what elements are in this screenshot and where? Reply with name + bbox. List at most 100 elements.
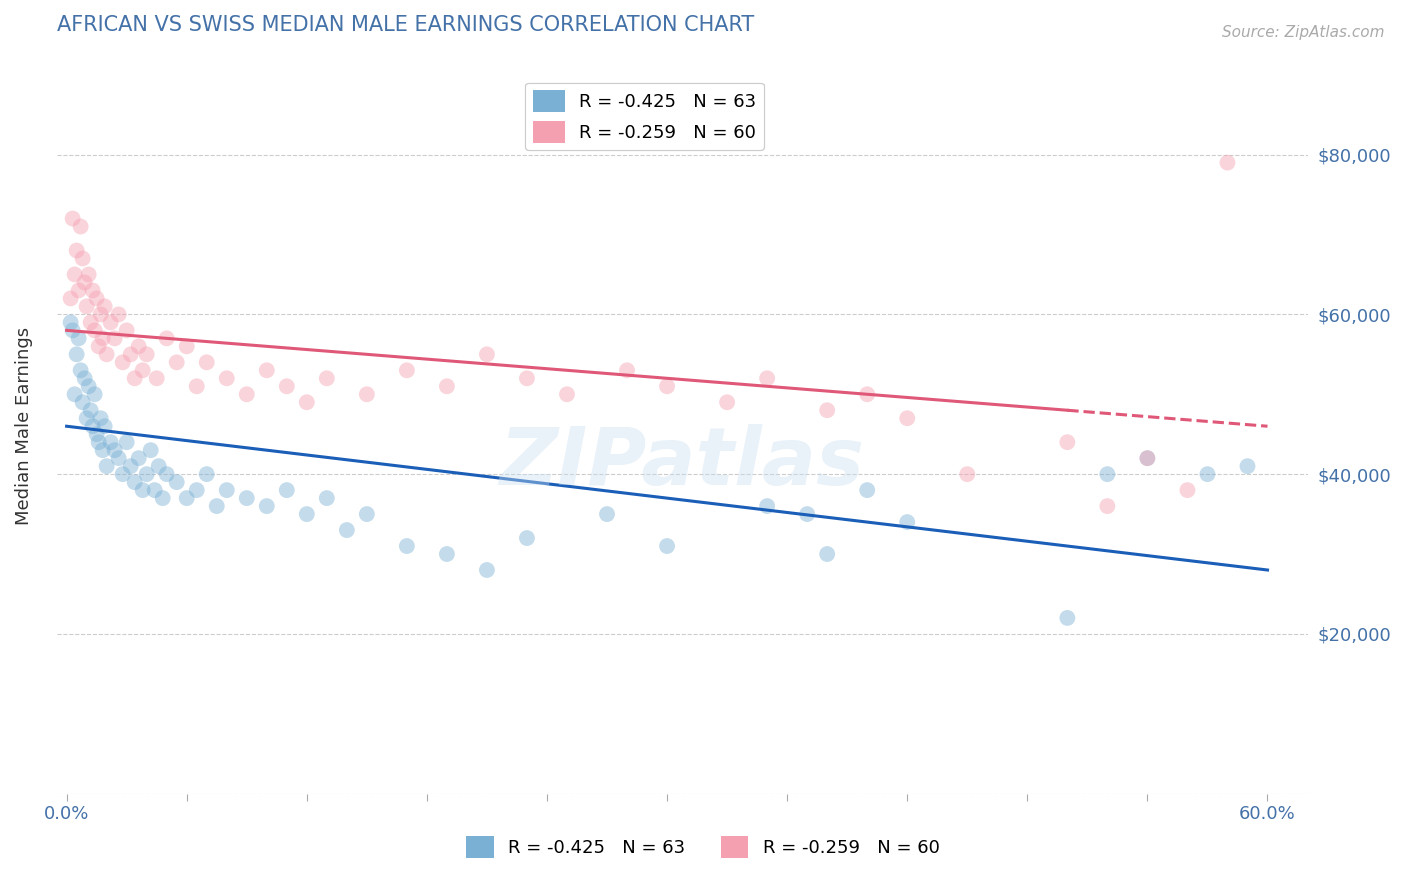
Point — [135, 467, 157, 482]
Point — [148, 459, 170, 474]
Point — [93, 419, 115, 434]
Point — [1097, 499, 1119, 513]
Point — [82, 284, 104, 298]
Point — [90, 411, 112, 425]
Point — [82, 419, 104, 434]
Point — [315, 491, 337, 505]
Y-axis label: Median Male Earnings: Median Male Earnings — [15, 327, 32, 525]
Point — [86, 292, 108, 306]
Text: ZIPatlas: ZIPatlas — [499, 424, 865, 502]
Point — [555, 387, 578, 401]
Point — [69, 363, 91, 377]
Point — [139, 443, 162, 458]
Point — [91, 443, 114, 458]
Point — [235, 387, 257, 401]
Point — [69, 219, 91, 234]
Point — [104, 331, 127, 345]
Point — [91, 331, 114, 345]
Point — [815, 547, 838, 561]
Point — [62, 323, 84, 337]
Point — [956, 467, 979, 482]
Point — [436, 547, 458, 561]
Point — [128, 339, 150, 353]
Point — [1097, 467, 1119, 482]
Point — [716, 395, 738, 409]
Point — [896, 411, 918, 425]
Legend: R = -0.425   N = 63, R = -0.259   N = 60: R = -0.425 N = 63, R = -0.259 N = 60 — [460, 829, 946, 865]
Point — [756, 499, 779, 513]
Point — [256, 363, 278, 377]
Point — [475, 347, 498, 361]
Point — [120, 347, 142, 361]
Point — [145, 371, 167, 385]
Point — [276, 483, 298, 497]
Point — [756, 371, 779, 385]
Point — [131, 483, 153, 497]
Point — [166, 475, 188, 490]
Point — [295, 507, 318, 521]
Point — [83, 323, 105, 337]
Point — [1056, 611, 1078, 625]
Point — [356, 507, 378, 521]
Point — [115, 435, 138, 450]
Point — [186, 483, 208, 497]
Point — [131, 363, 153, 377]
Point — [63, 268, 86, 282]
Point — [186, 379, 208, 393]
Point — [796, 507, 818, 521]
Text: Source: ZipAtlas.com: Source: ZipAtlas.com — [1222, 25, 1385, 40]
Point — [176, 491, 198, 505]
Point — [152, 491, 174, 505]
Point — [67, 284, 90, 298]
Point — [77, 268, 100, 282]
Point — [59, 292, 82, 306]
Point — [143, 483, 166, 497]
Point — [215, 483, 238, 497]
Legend: R = -0.425   N = 63, R = -0.259   N = 60: R = -0.425 N = 63, R = -0.259 N = 60 — [526, 82, 763, 150]
Point — [96, 459, 118, 474]
Point — [76, 300, 98, 314]
Point — [1197, 467, 1219, 482]
Point — [73, 371, 96, 385]
Point — [72, 395, 94, 409]
Point — [79, 315, 101, 329]
Point — [1236, 459, 1258, 474]
Point — [59, 315, 82, 329]
Point — [655, 379, 678, 393]
Point — [90, 307, 112, 321]
Point — [436, 379, 458, 393]
Point — [166, 355, 188, 369]
Point — [120, 459, 142, 474]
Point — [1216, 155, 1239, 169]
Point — [516, 531, 538, 545]
Point — [655, 539, 678, 553]
Point — [156, 331, 179, 345]
Point — [176, 339, 198, 353]
Point — [395, 539, 418, 553]
Point — [63, 387, 86, 401]
Point — [87, 339, 110, 353]
Point — [104, 443, 127, 458]
Point — [87, 435, 110, 450]
Point — [336, 523, 359, 537]
Point — [475, 563, 498, 577]
Point — [395, 363, 418, 377]
Point — [86, 427, 108, 442]
Point — [100, 435, 122, 450]
Point — [111, 467, 134, 482]
Point — [79, 403, 101, 417]
Point — [276, 379, 298, 393]
Point — [195, 467, 218, 482]
Point — [83, 387, 105, 401]
Point — [128, 451, 150, 466]
Point — [1056, 435, 1078, 450]
Point — [96, 347, 118, 361]
Point — [1136, 451, 1159, 466]
Point — [516, 371, 538, 385]
Point — [215, 371, 238, 385]
Point — [124, 371, 146, 385]
Point — [77, 379, 100, 393]
Point — [65, 347, 87, 361]
Point — [1136, 451, 1159, 466]
Point — [67, 331, 90, 345]
